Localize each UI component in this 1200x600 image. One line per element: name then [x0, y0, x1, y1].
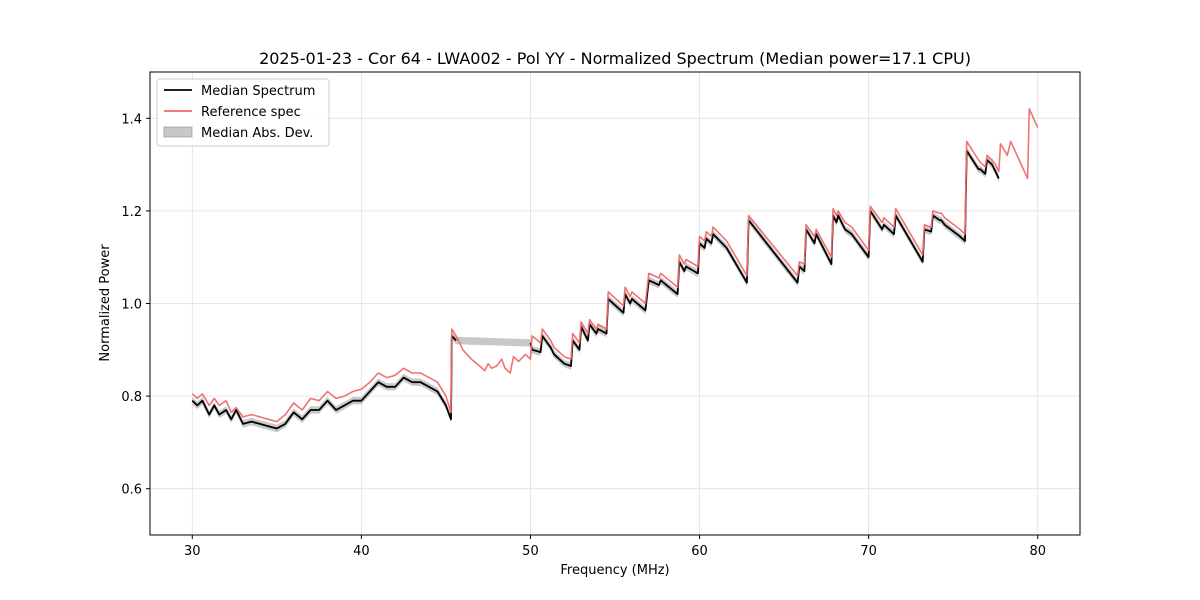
y-axis-ticks: 0.6 0.8 1.0 1.2 1.4: [121, 112, 150, 498]
y-tick-label: 0.6: [121, 483, 142, 498]
x-tick-label: 40: [353, 544, 370, 559]
y-tick-label: 1.4: [121, 112, 142, 127]
legend-reference-label: Reference spec: [201, 105, 301, 120]
x-tick-label: 30: [184, 544, 201, 559]
median-spectrum-line: [191, 334, 457, 430]
x-tick-label: 50: [522, 544, 539, 559]
reference-spec-line: [191, 108, 1039, 423]
y-tick-label: 0.8: [121, 390, 142, 405]
y-axis-label: Normalized Power: [98, 244, 113, 362]
legend-box: [156, 78, 330, 147]
reference-spec-series: [191, 108, 1039, 423]
x-tick-label: 70: [860, 544, 877, 559]
x-tick-label: 80: [1029, 544, 1046, 559]
grid-lines: [150, 72, 1080, 535]
chart-title: 2025-01-23 - Cor 64 - LWA002 - Pol YY - …: [259, 49, 971, 68]
legend-mad-label: Median Abs. Dev.: [201, 126, 313, 141]
y-tick-label: 1.0: [121, 298, 142, 313]
x-axis-ticks: 30 40 50 60 70 80: [184, 535, 1046, 559]
y-tick-label: 1.2: [121, 205, 142, 220]
legend: Median Spectrum Reference spec Median Ab…: [156, 78, 330, 147]
x-axis-label: Frequency (MHz): [560, 563, 669, 578]
x-tick-label: 60: [691, 544, 708, 559]
legend-mad-swatch: [163, 126, 193, 138]
legend-median-label: Median Spectrum: [201, 84, 315, 99]
